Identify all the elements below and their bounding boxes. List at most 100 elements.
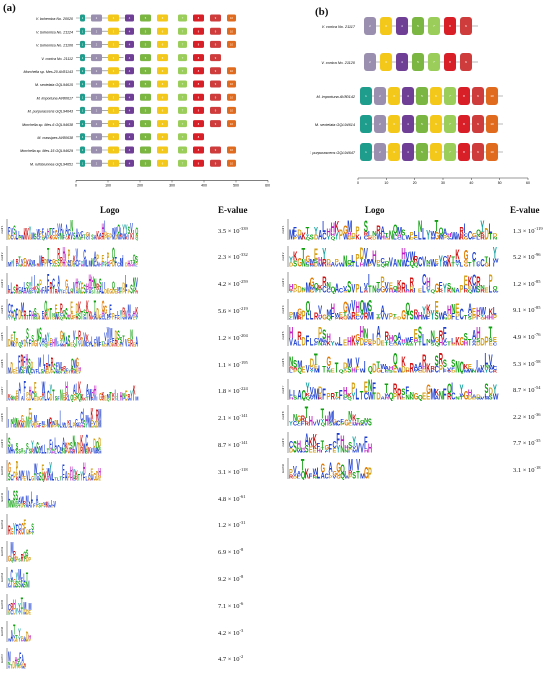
logo-letter: K xyxy=(86,299,89,317)
logo-letter: K xyxy=(86,333,89,345)
logo-letter: R xyxy=(447,391,452,401)
logo-letter: E xyxy=(24,476,27,482)
logo-letter: W xyxy=(313,469,319,477)
logo-letter: S xyxy=(39,325,42,343)
logo-letter: I xyxy=(34,259,35,266)
logo-letter: S xyxy=(39,470,41,482)
logo-letter: P xyxy=(376,260,380,266)
logo-letter: S xyxy=(34,306,37,318)
logo-letter: P xyxy=(351,238,355,240)
logo-letter: S xyxy=(16,443,19,452)
logo-letter: H xyxy=(49,447,52,452)
motif-box-number: 4 xyxy=(129,16,131,20)
logo-letter: F xyxy=(451,367,455,372)
logo-letter: A xyxy=(385,366,389,372)
e-value: 3.1 × 10-118 xyxy=(218,466,248,476)
motif-label: motif 13 xyxy=(0,546,4,556)
logo-letter: M xyxy=(122,232,126,237)
logo-letter: D xyxy=(21,635,24,641)
logo-letter: C xyxy=(78,420,81,426)
motif-box-number: 10 xyxy=(230,29,233,33)
logo-letter: P xyxy=(326,391,330,401)
logo-letter: K xyxy=(65,442,68,453)
logo-letter: M xyxy=(60,342,64,347)
logo-letter: L xyxy=(16,229,18,241)
motif-box xyxy=(178,159,187,167)
logo-letter: N xyxy=(426,264,430,266)
motif-label: motif 7 xyxy=(0,386,4,394)
motif-box xyxy=(402,87,414,105)
logo-letter: F xyxy=(439,280,443,291)
logo-letter: T xyxy=(301,245,305,263)
logo-letter: L xyxy=(422,283,426,294)
logo-letter: C xyxy=(426,263,431,265)
logo-letter: Y xyxy=(47,234,50,238)
logo-letter: G xyxy=(401,308,406,321)
logo-letter: Y xyxy=(335,230,339,241)
logo-letter: W xyxy=(96,334,100,348)
logo-letter: S xyxy=(418,324,422,342)
motif-box xyxy=(210,67,221,75)
logo-letter: A xyxy=(472,329,477,343)
logo-letter: A xyxy=(39,450,42,455)
logo-letter: D xyxy=(31,342,34,346)
logo-letter: N xyxy=(52,313,55,319)
logo-letter: E xyxy=(16,367,19,375)
logo-letter: T xyxy=(376,314,380,319)
motif-box xyxy=(157,146,168,154)
logo-letter: L xyxy=(356,261,360,268)
logo-letter: V xyxy=(314,289,319,292)
logo-letter: R xyxy=(13,556,16,560)
logo-letter: K xyxy=(16,476,19,482)
logo-letter: S xyxy=(63,370,65,373)
logo-letter: L xyxy=(21,312,24,318)
logo-letter: Y xyxy=(80,470,83,482)
logo-letter: A xyxy=(472,342,477,347)
logo-letter: T xyxy=(297,421,301,424)
motif-box xyxy=(108,159,119,167)
logo-letter: S xyxy=(83,418,86,429)
logo-letter: E xyxy=(128,338,131,346)
logo-letter: S xyxy=(18,503,21,506)
logo-letter: A xyxy=(57,284,60,295)
logo-letter: L xyxy=(39,237,41,240)
logo-letter: C xyxy=(414,237,419,240)
logo-letter: C xyxy=(80,409,83,424)
logo-letter: L xyxy=(117,310,119,319)
logo-letter: T xyxy=(305,404,309,422)
logo-letter: Y xyxy=(455,262,459,267)
logo-letter: M xyxy=(364,301,369,317)
logo-letter: H xyxy=(331,221,335,237)
logo-letter: L xyxy=(476,236,480,241)
logo-letter: A xyxy=(472,393,476,398)
logo-letter: I xyxy=(117,339,118,345)
logo-letter: H xyxy=(52,337,55,348)
logo-letter: W xyxy=(88,415,92,429)
logo-letter: L xyxy=(401,236,405,241)
logo-letter: M xyxy=(48,505,51,509)
motif-box-number: 3 xyxy=(113,135,115,139)
logo-letter: P xyxy=(68,247,70,263)
logo-letter: I xyxy=(117,392,118,399)
logo-letter: M xyxy=(120,258,123,266)
logo-letter: N xyxy=(13,498,16,509)
logo-letter: Q xyxy=(381,263,386,268)
logo-letter: E xyxy=(426,391,430,401)
logo-letter: F xyxy=(39,235,41,238)
logo-letter: M xyxy=(26,493,29,505)
logo-letter: Y xyxy=(351,237,355,239)
motif-box-number: 2 xyxy=(96,109,98,113)
logo-letter: V xyxy=(130,315,133,322)
logo-letter: M xyxy=(22,665,25,669)
logo-letter: N xyxy=(376,317,380,319)
logo-letter: P xyxy=(348,475,352,481)
logo-letter: S xyxy=(91,289,94,295)
logo-letter: Q xyxy=(71,357,74,371)
logo-letter: Y xyxy=(63,341,66,345)
logo-letter: S xyxy=(310,234,315,241)
logo-letter: F xyxy=(329,442,333,454)
logo-letter: T xyxy=(447,236,451,238)
logo-letter: M xyxy=(47,416,50,428)
logo-letter: G xyxy=(376,368,381,374)
